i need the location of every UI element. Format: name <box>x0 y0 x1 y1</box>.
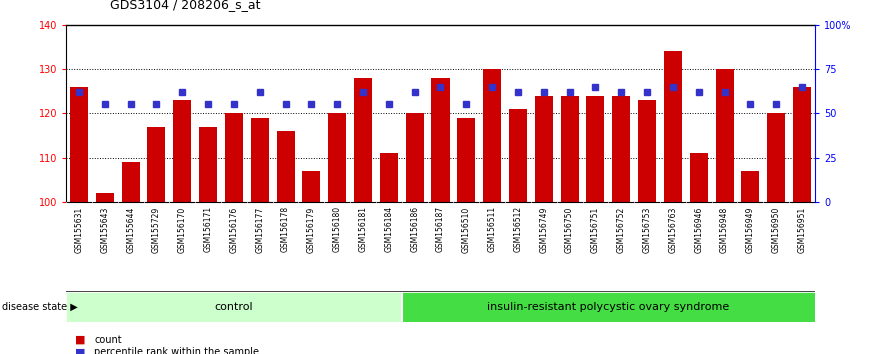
Text: ■: ■ <box>75 347 85 354</box>
Text: GSM156948: GSM156948 <box>720 206 729 252</box>
Text: control: control <box>215 302 253 312</box>
Bar <box>96 193 114 202</box>
Bar <box>122 162 140 202</box>
Bar <box>664 51 682 202</box>
Text: GSM155644: GSM155644 <box>126 206 135 253</box>
Bar <box>767 113 785 202</box>
Bar <box>432 78 449 202</box>
Bar <box>174 100 191 202</box>
Text: GSM156950: GSM156950 <box>772 206 781 253</box>
Text: percentile rank within the sample: percentile rank within the sample <box>94 347 259 354</box>
Bar <box>277 131 294 202</box>
Bar <box>587 96 604 202</box>
Text: GSM156184: GSM156184 <box>384 206 393 252</box>
Text: GSM156176: GSM156176 <box>229 206 239 252</box>
Text: GSM156171: GSM156171 <box>204 206 212 252</box>
Bar <box>70 87 88 202</box>
Bar <box>380 153 398 202</box>
Bar <box>147 126 166 202</box>
Text: GSM156752: GSM156752 <box>617 206 626 252</box>
Text: GSM155729: GSM155729 <box>152 206 161 252</box>
Text: GSM156749: GSM156749 <box>539 206 548 253</box>
Text: GSM156750: GSM156750 <box>565 206 574 253</box>
Bar <box>793 87 811 202</box>
Text: GSM156512: GSM156512 <box>514 206 522 252</box>
Text: insulin-resistant polycystic ovary syndrome: insulin-resistant polycystic ovary syndr… <box>487 302 729 312</box>
Text: GSM156753: GSM156753 <box>642 206 652 253</box>
Text: count: count <box>94 335 122 345</box>
Text: GSM156186: GSM156186 <box>411 206 419 252</box>
Text: GSM156178: GSM156178 <box>281 206 290 252</box>
Text: GSM155643: GSM155643 <box>100 206 109 253</box>
Bar <box>405 113 424 202</box>
Text: GSM156177: GSM156177 <box>255 206 264 252</box>
Text: GSM156510: GSM156510 <box>462 206 470 252</box>
Text: ■: ■ <box>75 335 85 345</box>
Text: GSM156763: GSM156763 <box>669 206 677 253</box>
Text: GSM156946: GSM156946 <box>694 206 703 253</box>
Bar <box>328 113 346 202</box>
Text: GSM156951: GSM156951 <box>797 206 806 252</box>
Bar <box>457 118 476 202</box>
Text: GSM156170: GSM156170 <box>178 206 187 252</box>
Text: GSM156181: GSM156181 <box>359 206 367 252</box>
Text: disease state ▶: disease state ▶ <box>2 302 78 312</box>
Text: GSM156187: GSM156187 <box>436 206 445 252</box>
Text: GSM155631: GSM155631 <box>75 206 84 252</box>
Bar <box>402 292 815 322</box>
Bar <box>535 96 552 202</box>
Bar <box>302 171 321 202</box>
Bar <box>638 100 656 202</box>
Text: GSM156751: GSM156751 <box>591 206 600 252</box>
Bar <box>715 69 734 202</box>
Bar <box>560 96 579 202</box>
Bar <box>509 109 527 202</box>
Bar <box>354 78 372 202</box>
Text: GSM156511: GSM156511 <box>488 206 497 252</box>
Bar <box>483 69 501 202</box>
Text: GSM156179: GSM156179 <box>307 206 316 252</box>
Text: GSM156949: GSM156949 <box>746 206 755 253</box>
Bar <box>741 171 759 202</box>
Text: GSM156180: GSM156180 <box>333 206 342 252</box>
Bar <box>612 96 630 202</box>
Bar <box>251 118 269 202</box>
Bar <box>690 153 707 202</box>
Bar <box>66 292 402 322</box>
Text: GDS3104 / 208206_s_at: GDS3104 / 208206_s_at <box>110 0 261 11</box>
Bar <box>199 126 217 202</box>
Bar <box>225 113 243 202</box>
